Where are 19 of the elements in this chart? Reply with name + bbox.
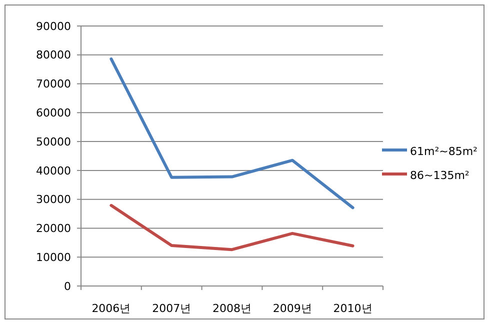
y-tick-label: 10000 — [36, 250, 71, 264]
y-tick-label: 50000 — [36, 135, 71, 148]
x-tick-label: 2008년 — [212, 302, 252, 315]
y-tick-label: 20000 — [36, 222, 71, 236]
y-tick-label: 60000 — [36, 106, 71, 120]
y-tick-label: 80000 — [36, 48, 71, 62]
x-tick-label: 2006년 — [92, 302, 131, 315]
y-tick-label: 30000 — [36, 193, 71, 206]
y-tick-label: 90000 — [36, 20, 71, 33]
line-series — [110, 204, 354, 252]
legend-label: 86~135m² — [410, 169, 470, 182]
y-tick-label: 70000 — [36, 78, 71, 91]
legend-label: 61m²~85m² — [410, 145, 478, 158]
y-tick-label: 40000 — [36, 164, 71, 178]
y-tick-label: 0 — [64, 280, 71, 293]
line-series — [110, 57, 354, 210]
x-tick-label: 2009년 — [272, 302, 312, 315]
x-tick-label: 2007년 — [152, 302, 192, 315]
x-tick-label: 2010년 — [333, 302, 372, 315]
